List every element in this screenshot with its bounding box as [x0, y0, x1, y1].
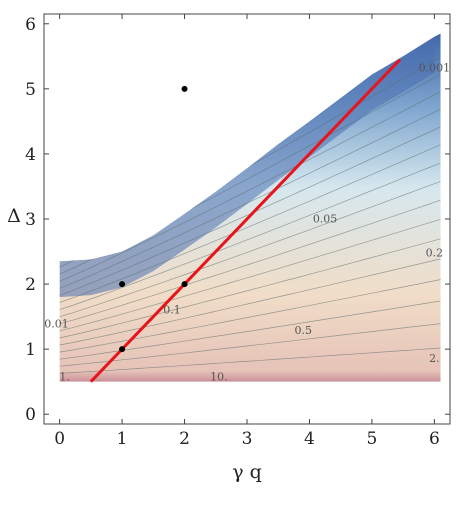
y-tick-label-4: 4 — [25, 145, 36, 165]
contour-line-4 — [59, 279, 441, 353]
contour-line-8 — [59, 199, 441, 325]
data-point-2 — [181, 281, 188, 288]
contour-label-5: 0.5 — [294, 324, 312, 337]
contour-label-4: 0.1 — [163, 303, 181, 316]
data-point-1 — [119, 281, 126, 288]
y-tick-label-3: 3 — [25, 210, 36, 230]
x-tick-label-2: 2 — [179, 429, 190, 449]
y-tick-label-2: 2 — [25, 275, 36, 295]
contour-line-13 — [59, 108, 441, 289]
contour-label-3: 0.01 — [44, 318, 69, 331]
contour-line-1 — [59, 347, 441, 374]
data-point-3 — [181, 85, 188, 92]
y-axis-title: Δ — [7, 205, 21, 227]
x-tick-label-1: 1 — [117, 429, 128, 449]
x-tick-label-3: 3 — [242, 429, 253, 449]
red-line — [89, 58, 402, 383]
contour-label-8: 10. — [210, 370, 228, 383]
x-tick-label-5: 5 — [367, 429, 378, 449]
contour-lines — [59, 56, 441, 374]
x-tick-label-4: 4 — [304, 429, 315, 449]
y-tick-label-0: 0 — [25, 405, 36, 425]
contour-line-10 — [59, 162, 441, 310]
y-tick-label-1: 1 — [25, 340, 36, 360]
domain-region — [59, 33, 441, 382]
y-tick-label-6: 6 — [25, 15, 36, 35]
contour-label-7: 1. — [59, 370, 70, 383]
domain-fill-group — [59, 33, 441, 382]
y-tick-label-5: 5 — [25, 80, 36, 100]
contour-label-1: 0.05 — [313, 212, 338, 225]
red-line-segment — [89, 58, 402, 383]
dark-band — [59, 36, 435, 298]
x-tick-label-0: 0 — [54, 429, 65, 449]
x-tick-label-6: 6 — [429, 429, 440, 449]
contour-label-2: 0.2 — [426, 247, 444, 260]
contour-line-6 — [59, 238, 441, 339]
contour-labels: 0.001 0.05 0.2 0.01 0.1 0.5 2. 1. 10. — [44, 61, 450, 383]
contour-label-6: 2. — [429, 352, 440, 365]
data-point-0 — [119, 346, 126, 353]
contour-line-14 — [59, 91, 441, 282]
contour-line-9 — [59, 181, 441, 318]
data-points — [119, 85, 188, 353]
x-axis-title: γ q — [232, 461, 262, 483]
axis-ticks: 0 1 2 3 4 5 6 0 1 2 3 4 5 6 — [25, 14, 450, 449]
contour-line-7 — [59, 218, 441, 332]
contour-group — [59, 56, 441, 374]
contour-line-5 — [59, 258, 441, 346]
contour-line-2 — [59, 323, 441, 367]
contour-label-0: 0.001 — [419, 61, 451, 74]
contour-line-11 — [59, 144, 441, 303]
